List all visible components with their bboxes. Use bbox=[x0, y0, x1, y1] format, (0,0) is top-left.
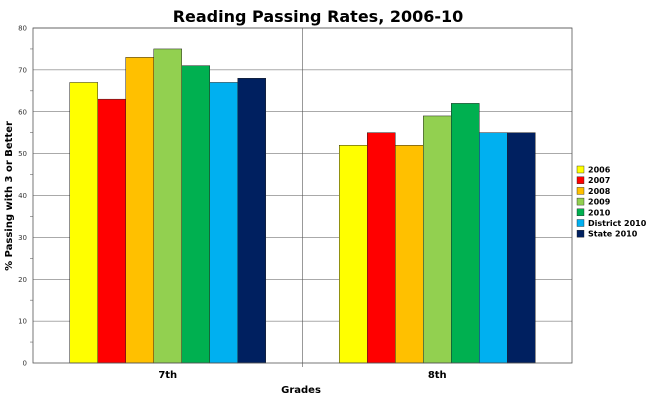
bar-2006-8th bbox=[339, 145, 368, 364]
legend-swatch bbox=[576, 229, 585, 238]
plot-frame bbox=[32, 27, 573, 364]
bar-2006-7th bbox=[69, 82, 98, 364]
chart-title: Reading Passing Rates, 2006-10 bbox=[173, 7, 464, 26]
legend-swatch bbox=[576, 208, 585, 217]
bar-state-2010-7th bbox=[237, 78, 266, 364]
y-axis-label: % Passing with 3 or Better bbox=[4, 121, 15, 271]
bar-state-2010-8th bbox=[507, 132, 536, 364]
legend-label: 2008 bbox=[588, 187, 611, 196]
legend-swatch bbox=[576, 219, 585, 227]
bar-2010-7th bbox=[181, 65, 210, 364]
y-tick-label: 80 bbox=[18, 25, 27, 33]
legend-swatch bbox=[576, 165, 585, 174]
legend-swatch bbox=[576, 187, 585, 195]
y-tick-label: 70 bbox=[18, 66, 27, 74]
y-tick-labels: 0 10 20 30 40 50 60 70 80 bbox=[18, 25, 27, 368]
bar-2008-7th bbox=[125, 57, 154, 364]
y-tick-label: 40 bbox=[18, 192, 27, 200]
y-tick-label: 50 bbox=[18, 150, 27, 158]
y-tick-label: 30 bbox=[18, 234, 27, 242]
legend-label: 2007 bbox=[588, 176, 610, 185]
legend-swatch bbox=[576, 176, 585, 184]
x-category-labels: 7th 8th bbox=[158, 370, 446, 381]
legend-label: State 2010 bbox=[588, 230, 638, 239]
x-category-label: 7th bbox=[158, 370, 177, 381]
legend-label: District 2010 bbox=[588, 219, 647, 228]
y-tick-label: 0 bbox=[23, 360, 27, 368]
y-tick-label: 60 bbox=[18, 108, 27, 116]
bars bbox=[69, 48, 536, 364]
x-axis-label: Grades bbox=[281, 385, 321, 396]
legend-label: 2010 bbox=[588, 208, 611, 217]
bar-2009-8th bbox=[423, 115, 452, 364]
y-tick-label: 10 bbox=[18, 318, 27, 326]
bar-2010-8th bbox=[451, 103, 480, 364]
bar-2008-8th bbox=[395, 145, 424, 364]
y-tick-label: 20 bbox=[18, 276, 27, 284]
bar-2007-8th bbox=[367, 132, 396, 364]
x-category-label: 8th bbox=[428, 370, 447, 381]
legend-label: 2006 bbox=[588, 166, 611, 175]
bar-2007-7th bbox=[97, 98, 126, 364]
bar-2009-7th bbox=[153, 48, 182, 364]
bar-district-2010-7th bbox=[209, 82, 238, 364]
legend-label: 2009 bbox=[588, 198, 611, 207]
legend-swatch bbox=[576, 197, 585, 206]
bar-district-2010-8th bbox=[479, 132, 508, 364]
axes bbox=[32, 27, 573, 364]
